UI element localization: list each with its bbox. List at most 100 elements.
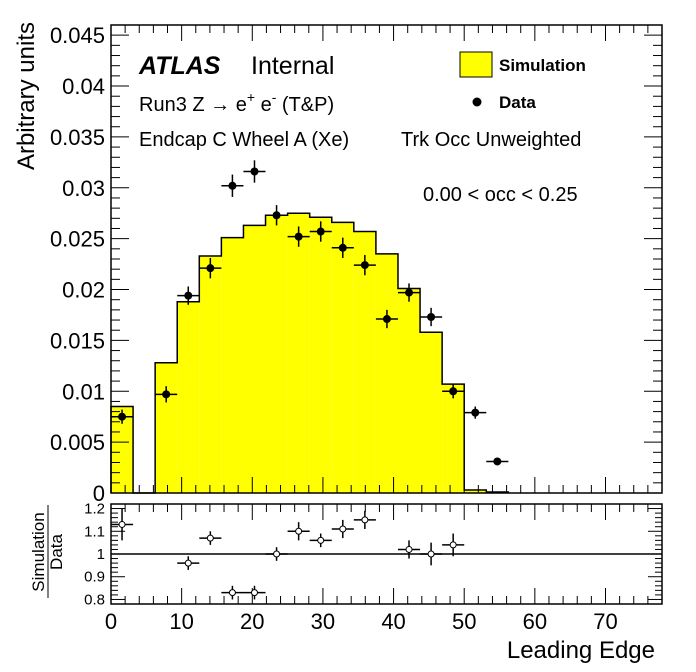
data-point xyxy=(382,315,391,324)
y-tick-label: 0.025 xyxy=(50,227,105,252)
ratio-y-axis-ticks: 0.8 0.9 1 1.1 1.2 xyxy=(84,501,662,608)
y-tick-label: 0.02 xyxy=(62,278,105,303)
data-point xyxy=(493,457,502,466)
ratio-point xyxy=(339,525,347,533)
simulation-bar xyxy=(243,225,266,493)
data-point xyxy=(405,288,414,297)
y-tick-label: 0.015 xyxy=(50,328,105,353)
y-tick-label: 0.04 xyxy=(62,74,105,99)
legend-simulation-label: Simulation xyxy=(499,56,586,75)
simulation-bar xyxy=(331,222,354,494)
x-tick-label: 10 xyxy=(169,609,193,634)
simulation-bar xyxy=(177,301,200,493)
data-point xyxy=(228,181,237,190)
data-point xyxy=(338,243,347,252)
simulation-bar xyxy=(375,253,398,493)
ratio-point xyxy=(228,589,236,597)
process-mid: e xyxy=(255,94,272,116)
process-sup1: + xyxy=(247,89,255,105)
main-plot-panel: 0 0.005 0.01 0.015 0.02 0.025 0.03 0.035 0.04 0.0… xyxy=(50,23,663,506)
simulation-bar xyxy=(155,362,178,493)
data-point xyxy=(316,227,325,236)
simulation-bar xyxy=(287,213,310,493)
x-tick-label: 40 xyxy=(381,609,405,634)
y-tick-label: 0.03 xyxy=(62,176,105,201)
y-tick-label: 0.045 xyxy=(50,23,105,48)
ratio-plot-panel: 0 10 20 30 40 50 60 70 0.8 0.9 1 1.1 1.2 xyxy=(84,501,663,634)
x-tick-label: 0 xyxy=(105,609,117,634)
internal-label: Internal xyxy=(251,52,334,80)
ratio-y-title-numerator: Simulation xyxy=(29,512,48,591)
simulation-bar xyxy=(265,215,288,493)
legend-simulation-swatch xyxy=(459,51,493,78)
ratio-y-title-denominator: Data xyxy=(47,534,66,570)
process-sup2: - xyxy=(272,89,277,105)
main-y-axis-ticks: 0 0.005 0.01 0.015 0.02 0.025 0.03 0.035 0.04 0.0… xyxy=(50,23,662,506)
y-tick-label: 0.035 xyxy=(50,125,105,150)
data-point xyxy=(250,167,259,176)
ratio-point xyxy=(118,520,126,528)
legend-data-marker xyxy=(472,97,482,107)
simulation-histogram xyxy=(110,212,510,494)
process-suffix: (T&P) xyxy=(276,94,334,116)
x-tick-label: 70 xyxy=(593,609,617,634)
ratio-x-axis-ticks: 0 10 20 30 40 50 60 70 xyxy=(105,504,663,634)
legend: Simulation Data xyxy=(459,51,586,112)
x-tick-label: 30 xyxy=(311,609,335,634)
data-point xyxy=(184,291,193,300)
data-point xyxy=(360,261,369,270)
occupancy-label: 0.00 < occ < 0.25 xyxy=(423,184,578,206)
ratio-point xyxy=(449,541,457,549)
data-point xyxy=(272,211,281,220)
process-prefix: Run3 Z → e xyxy=(139,94,247,116)
process-label: Run3 Z → e+ e- (T&P) xyxy=(139,89,334,116)
ratio-point xyxy=(295,527,303,535)
ratio-points xyxy=(111,508,465,600)
ratio-point xyxy=(184,559,192,567)
data-point xyxy=(206,264,215,273)
simulation-bar xyxy=(309,217,332,493)
x-tick-label: 60 xyxy=(523,609,547,634)
simulation-outline xyxy=(110,212,510,494)
ratio-y-tick-label: 0.9 xyxy=(84,569,105,586)
ratio-point xyxy=(317,536,325,544)
data-point xyxy=(427,312,436,321)
data-point xyxy=(118,412,127,421)
ratio-point xyxy=(427,550,435,558)
data-point xyxy=(471,408,480,417)
ratio-y-tick-label: 1.1 xyxy=(84,523,105,540)
ratio-point xyxy=(206,534,214,542)
ratio-point xyxy=(273,550,281,558)
data-point xyxy=(162,390,171,399)
region-label: Endcap C Wheel A (Xe) xyxy=(139,129,349,151)
main-x-axis-ticks xyxy=(110,25,663,493)
x-tick-label: 20 xyxy=(240,609,264,634)
simulation-bar xyxy=(442,384,465,493)
simulation-bar xyxy=(397,288,421,493)
simulation-bar xyxy=(221,237,244,493)
data-points xyxy=(111,160,509,466)
ratio-point xyxy=(405,545,413,553)
simulation-bar xyxy=(111,406,134,493)
y-tick-label: 0 xyxy=(93,481,105,506)
atlas-label: ATLAS xyxy=(138,52,221,80)
main-plot-frame xyxy=(110,24,663,494)
simulation-bar xyxy=(199,255,222,493)
ratio-y-tick-label: 1.2 xyxy=(84,501,105,518)
y-axis-title: Arbitrary units xyxy=(13,22,40,170)
ratio-y-tick-label: 1 xyxy=(97,546,105,563)
y-tick-label: 0.01 xyxy=(62,379,105,404)
ratio-y-axis-title: Simulation Data xyxy=(29,505,66,598)
y-tick-label: 0.005 xyxy=(50,430,105,455)
simulation-bar xyxy=(464,489,487,493)
simulation-bar xyxy=(353,231,376,493)
simulation-bar xyxy=(420,332,443,493)
ratio-y-tick-label: 0.8 xyxy=(84,591,105,608)
ratio-plot-frame xyxy=(110,503,663,605)
data-point xyxy=(449,387,458,396)
x-tick-label: 50 xyxy=(452,609,476,634)
legend-data-label: Data xyxy=(499,93,536,112)
x-axis-title: Leading Edge xyxy=(507,637,655,664)
weighting-label: Trk Occ Unweighted xyxy=(401,129,581,151)
